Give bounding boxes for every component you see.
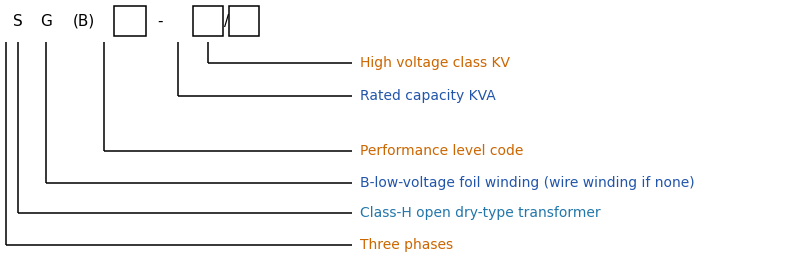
Bar	[114, 6, 146, 36]
Text: -: -	[158, 13, 162, 29]
Text: Class-H open dry-type transformer: Class-H open dry-type transformer	[360, 206, 601, 220]
Text: Rated capacity KVA: Rated capacity KVA	[360, 89, 496, 103]
Text: G: G	[41, 13, 52, 29]
Text: /: /	[224, 13, 229, 29]
Bar	[193, 6, 223, 36]
Text: High voltage class KV: High voltage class KV	[360, 56, 510, 70]
Bar	[229, 6, 259, 36]
Text: (B): (B)	[73, 13, 95, 29]
Text: Performance level code: Performance level code	[360, 144, 523, 158]
Text: S: S	[13, 13, 22, 29]
Text: Three phases: Three phases	[360, 238, 453, 252]
Text: B-low-voltage foil winding (wire winding if none): B-low-voltage foil winding (wire winding…	[360, 176, 694, 190]
